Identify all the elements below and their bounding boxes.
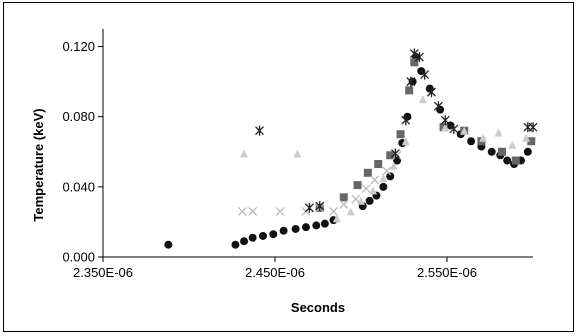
- data-point: [427, 87, 436, 98]
- data-point: [393, 156, 402, 165]
- data-point: [374, 160, 383, 169]
- data-point: [409, 48, 419, 59]
- data-point: [522, 133, 531, 142]
- data-point: [293, 149, 302, 158]
- y-axis-title: Temperature (keV): [31, 108, 46, 221]
- data-point: [382, 166, 392, 176]
- data-point: [410, 58, 419, 67]
- series-3: [240, 95, 531, 223]
- data-point: [339, 193, 348, 202]
- data-point: [406, 76, 416, 87]
- series-4: [237, 150, 402, 216]
- data-point: [329, 206, 338, 216]
- x-axis-title: Seconds: [291, 300, 345, 315]
- data-point: [291, 224, 300, 233]
- data-point: [269, 230, 278, 239]
- data-point: [315, 201, 325, 212]
- data-point: [351, 194, 361, 204]
- data-point: [164, 240, 173, 249]
- data-point: [523, 122, 533, 133]
- data-point: [527, 137, 536, 146]
- data-point: [346, 207, 355, 216]
- data-point: [503, 156, 512, 165]
- data-point: [279, 226, 288, 235]
- data-point: [275, 206, 285, 216]
- y-tick-label: 0.080: [62, 109, 95, 124]
- data-point: [408, 77, 417, 86]
- data-point: [370, 175, 380, 185]
- data-point: [418, 95, 427, 104]
- y-tick-label: 0.120: [62, 39, 95, 54]
- data-point: [258, 231, 267, 240]
- data-point: [494, 128, 503, 137]
- y-tick-label: 0.000: [62, 250, 95, 265]
- data-point: [386, 172, 395, 181]
- data-point: [240, 149, 249, 158]
- data-point: [415, 52, 424, 63]
- data-point: [365, 196, 374, 205]
- data-point: [363, 168, 372, 177]
- x-tick-label: 2.450E-06: [245, 265, 305, 280]
- data-point: [511, 156, 520, 165]
- data-point: [332, 214, 341, 223]
- data-point: [449, 123, 459, 134]
- data-point: [369, 186, 378, 195]
- x-tick-label: 2.550E-06: [417, 265, 477, 280]
- data-point: [312, 221, 321, 230]
- data-point: [361, 184, 371, 194]
- data-point: [255, 125, 264, 136]
- data-point: [248, 206, 258, 216]
- data-point: [440, 115, 450, 126]
- data-point: [479, 133, 488, 142]
- series-2: [315, 58, 536, 212]
- x-ticks: 2.350E-06 2.450E-06 2.550E-06: [73, 257, 477, 280]
- data-points: [164, 48, 538, 249]
- data-point: [301, 223, 310, 232]
- data-point: [353, 181, 362, 190]
- data-point: [386, 151, 395, 160]
- data-point: [389, 161, 398, 170]
- y-ticks: 0.000 0.040 0.080 0.120: [62, 39, 103, 265]
- data-point: [237, 206, 247, 216]
- data-point: [401, 115, 411, 126]
- data-point: [304, 202, 314, 213]
- data-point: [248, 233, 257, 242]
- data-point: [401, 137, 410, 146]
- data-point: [508, 140, 517, 149]
- chart-frame: [3, 2, 574, 332]
- chart-axes: [102, 29, 533, 258]
- data-point: [231, 240, 240, 249]
- data-point: [420, 69, 430, 80]
- data-point: [379, 174, 388, 183]
- data-point: [441, 123, 450, 132]
- series-1: [164, 53, 532, 249]
- x-tick-label: 2.350E-06: [73, 265, 133, 280]
- data-point: [320, 219, 329, 228]
- data-point: [379, 182, 388, 191]
- data-point: [460, 126, 469, 135]
- data-point: [528, 122, 538, 133]
- data-point: [396, 130, 405, 139]
- data-point: [240, 237, 249, 246]
- data-point: [339, 199, 349, 209]
- data-point: [433, 101, 443, 112]
- data-point: [405, 86, 414, 95]
- data-point: [390, 148, 400, 159]
- data-point: [467, 137, 476, 146]
- data-point: [487, 147, 496, 156]
- data-point: [523, 147, 532, 156]
- data-point: [498, 147, 507, 156]
- y-tick-label: 0.040: [62, 179, 95, 194]
- series-5: [255, 48, 538, 213]
